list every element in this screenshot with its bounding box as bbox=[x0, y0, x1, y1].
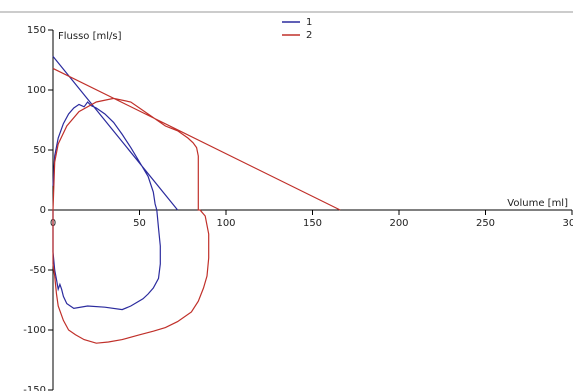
y-tick-label: 0 bbox=[40, 205, 46, 216]
y-tick-label: 150 bbox=[27, 25, 46, 36]
y-tick-label: -50 bbox=[30, 265, 46, 276]
series-line bbox=[52, 56, 179, 311]
y-tick-label: 50 bbox=[33, 145, 46, 156]
legend-label: 1 bbox=[306, 17, 312, 28]
y-tick-label: -100 bbox=[23, 325, 46, 336]
x-tick-label: 250 bbox=[476, 218, 495, 229]
y-tick-label: -150 bbox=[23, 385, 46, 391]
y-axis-label: Flusso [ml/s] bbox=[58, 31, 122, 42]
x-tick-label: 300 bbox=[562, 218, 573, 229]
legend-label: 2 bbox=[306, 30, 312, 41]
x-tick-label: 100 bbox=[216, 218, 235, 229]
series-line bbox=[52, 67, 341, 344]
x-tick-label: 200 bbox=[389, 218, 408, 229]
x-tick-label: 150 bbox=[303, 218, 322, 229]
y-tick-label: 100 bbox=[27, 85, 46, 96]
x-axis-label: Volume [ml] bbox=[507, 198, 568, 209]
x-tick-label: 50 bbox=[133, 218, 146, 229]
